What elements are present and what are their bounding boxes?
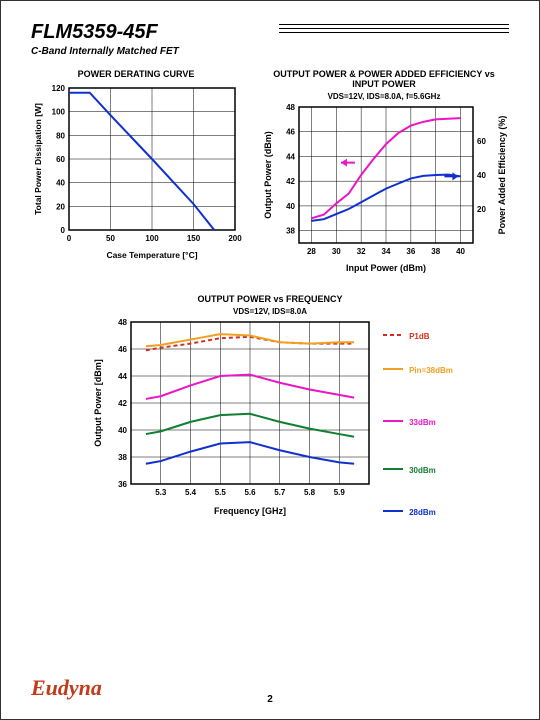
svg-text:42: 42 — [118, 399, 127, 408]
svg-text:5.6: 5.6 — [245, 488, 257, 497]
chart-pae: OUTPUT POWER & POWER ADDED EFFICIENCY vs… — [259, 69, 509, 280]
header-rules — [279, 21, 509, 36]
header: FLM5359-45F C-Band Internally Matched FE… — [31, 21, 509, 57]
svg-text:44: 44 — [286, 152, 295, 161]
svg-text:40: 40 — [56, 179, 65, 188]
svg-text:38: 38 — [431, 247, 440, 256]
chart3-legend: P1dB Pin=38dBm 33dBm 30dBm 28dBm — [383, 326, 453, 520]
svg-text:60: 60 — [56, 155, 65, 164]
chart2-svg: 28 30 32 34 36 38 40 38 40 42 44 46 48 20 40 60 Input Po… — [259, 103, 509, 275]
svg-text:30: 30 — [332, 247, 341, 256]
svg-text:5.5: 5.5 — [215, 488, 227, 497]
svg-text:Frequency [GHz]: Frequency [GHz] — [214, 506, 286, 516]
legend-item: 30dBm — [383, 460, 453, 478]
svg-text:32: 32 — [357, 247, 366, 256]
svg-text:Case Temperature [°C]: Case Temperature [°C] — [106, 250, 197, 260]
svg-text:38: 38 — [286, 227, 295, 236]
svg-text:150: 150 — [187, 234, 201, 243]
svg-text:5.9: 5.9 — [334, 488, 346, 497]
svg-text:46: 46 — [286, 128, 295, 137]
chart1-title: POWER DERATING CURVE — [31, 69, 241, 79]
svg-text:Power Added Efficiency (%): Power Added Efficiency (%) — [497, 116, 507, 235]
svg-text:28: 28 — [307, 247, 316, 256]
svg-text:36: 36 — [118, 480, 127, 489]
svg-text:42: 42 — [286, 177, 295, 186]
svg-text:48: 48 — [118, 318, 127, 327]
svg-text:40: 40 — [477, 171, 486, 180]
svg-text:Output Power [dBm]: Output Power [dBm] — [93, 359, 103, 447]
svg-text:36: 36 — [406, 247, 415, 256]
svg-text:5.7: 5.7 — [274, 488, 286, 497]
chart3-subtitle: VDS=12V, IDS=8.0A — [31, 307, 509, 316]
svg-text:120: 120 — [52, 84, 66, 93]
chart2-subtitle: VDS=12V, IDS=8.0A, f=5.6GHz — [259, 92, 509, 101]
svg-text:46: 46 — [118, 345, 127, 354]
legend-item: 33dBm — [383, 412, 453, 430]
svg-text:0: 0 — [67, 234, 72, 243]
svg-text:40: 40 — [456, 247, 465, 256]
svg-text:20: 20 — [56, 202, 65, 211]
chart3-svg: 5.3 5.4 5.5 5.6 5.7 5.8 5.9 36 38 40 42 44 46 48 Frequ… — [87, 318, 377, 518]
svg-text:60: 60 — [477, 137, 486, 146]
svg-text:Input Power (dBm): Input Power (dBm) — [346, 263, 426, 273]
company-logo: Eudyna — [31, 675, 102, 701]
svg-text:Output Power (dBm): Output Power (dBm) — [263, 131, 273, 219]
svg-text:5.3: 5.3 — [155, 488, 167, 497]
svg-text:80: 80 — [56, 131, 65, 140]
part-number: FLM5359-45F — [31, 21, 179, 44]
svg-text:5.4: 5.4 — [185, 488, 197, 497]
svg-text:44: 44 — [118, 372, 127, 381]
chart2-title: OUTPUT POWER & POWER ADDED EFFICIENCY vs… — [259, 69, 509, 89]
svg-text:34: 34 — [382, 247, 391, 256]
legend-item: Pin=38dBm — [383, 360, 453, 378]
svg-text:0: 0 — [61, 226, 66, 235]
svg-text:Total Power Dissipation [W]: Total Power Dissipation [W] — [33, 103, 43, 215]
svg-text:5.8: 5.8 — [304, 488, 316, 497]
chart-derating: POWER DERATING CURVE 0 50 100 150 200 0 20 40 60… — [31, 69, 241, 280]
chart1-svg: 0 50 100 150 200 0 20 40 60 80 100 120 Case Temperat… — [31, 82, 241, 262]
svg-text:200: 200 — [228, 234, 242, 243]
svg-text:38: 38 — [118, 453, 127, 462]
page-number: 2 — [267, 694, 273, 705]
svg-text:100: 100 — [145, 234, 159, 243]
svg-text:40: 40 — [286, 202, 295, 211]
top-charts-row: POWER DERATING CURVE 0 50 100 150 200 0 20 40 60… — [31, 69, 509, 280]
legend-item: P1dB — [383, 326, 453, 344]
title-block: FLM5359-45F C-Band Internally Matched FE… — [31, 21, 179, 57]
svg-text:48: 48 — [286, 103, 295, 112]
svg-text:40: 40 — [118, 426, 127, 435]
chart-freq: OUTPUT POWER vs FREQUENCY VDS=12V, IDS=8… — [31, 294, 509, 520]
svg-text:20: 20 — [477, 205, 486, 214]
svg-text:100: 100 — [52, 108, 66, 117]
legend-item: 28dBm — [383, 502, 453, 520]
part-description: C-Band Internally Matched FET — [31, 46, 179, 57]
svg-text:50: 50 — [106, 234, 115, 243]
chart3-title: OUTPUT POWER vs FREQUENCY — [31, 294, 509, 304]
